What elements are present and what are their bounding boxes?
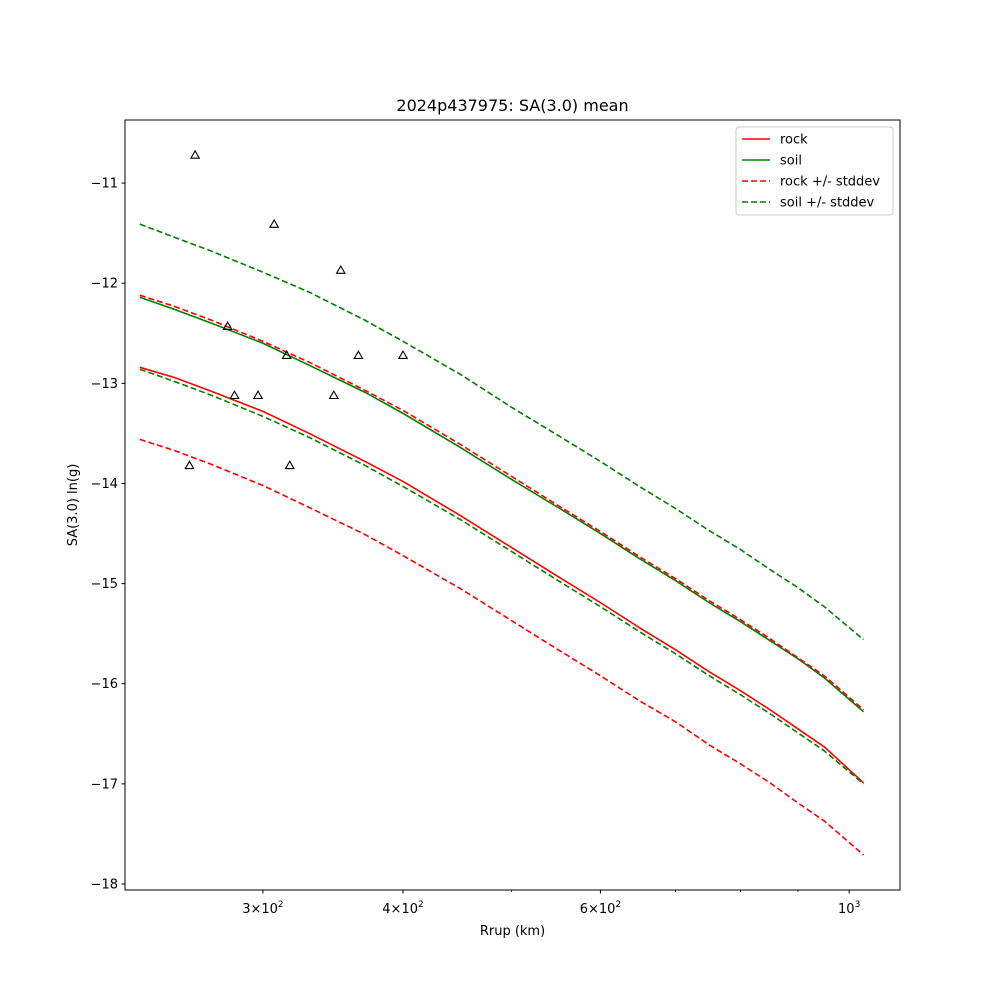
observation-marker-0 (189, 149, 201, 159)
observation-marker-11 (397, 349, 409, 360)
series-line-2-0 (139, 294, 865, 711)
legend: rock soil rock +/- stddev soil +/- stddev (735, 126, 894, 216)
y-tick-label-1: −12 (91, 277, 118, 292)
observation-marker-5 (269, 218, 280, 228)
legend-label-1: soil (780, 154, 802, 169)
x-axis-label: Rrup (km) (480, 924, 545, 939)
series-line-0-0 (139, 366, 865, 784)
x-tick-label-2: 6×102 (580, 900, 621, 917)
observation-marker-1 (184, 460, 195, 470)
legend-label-2: rock +/- stddev (780, 175, 880, 190)
y-tick-label-4: −15 (91, 577, 118, 592)
series-line-1-0 (139, 296, 865, 713)
observation-marker-10 (353, 349, 364, 360)
observation-marker-4 (252, 390, 264, 400)
chart-title: 2024p437975: SA(3.0) mean (396, 96, 628, 115)
y-tick-label-6: −17 (91, 777, 118, 792)
x-tick-label-1: 4×102 (382, 900, 423, 917)
y-axis-label: SA(3.0) ln(g) (66, 464, 81, 547)
x-tick-label-3: 103 (838, 900, 860, 917)
x-axis: 3×102 4×102 6×102 103 (242, 890, 860, 917)
observation-marker-2 (222, 320, 233, 330)
axes-frame (124, 119, 901, 891)
series-line-2-1 (139, 438, 865, 856)
x-tick-label-0: 3×102 (242, 900, 283, 917)
observation-marker-9 (335, 264, 346, 274)
observation-marker-7 (284, 460, 295, 470)
legend-box (735, 126, 894, 216)
observation-marker-3 (229, 390, 240, 400)
plot-area (124, 119, 901, 891)
y-tick-label-3: −14 (91, 477, 118, 492)
series-line-3-0 (139, 223, 865, 641)
series-line-3-1 (139, 368, 865, 785)
y-tick-label-7: −18 (91, 877, 118, 892)
legend-label-3: soil +/- stddev (780, 196, 875, 211)
observation-marker-8 (328, 390, 339, 400)
y-tick-label-5: −16 (91, 677, 118, 692)
legend-label-0: rock (780, 133, 808, 148)
y-tick-label-0: −11 (91, 177, 118, 192)
y-tick-label-2: −13 (91, 377, 118, 392)
observation-marker-6 (281, 349, 292, 360)
y-axis: −11 −12 −13 −14 −15 −16 −17 −18 (91, 177, 125, 892)
